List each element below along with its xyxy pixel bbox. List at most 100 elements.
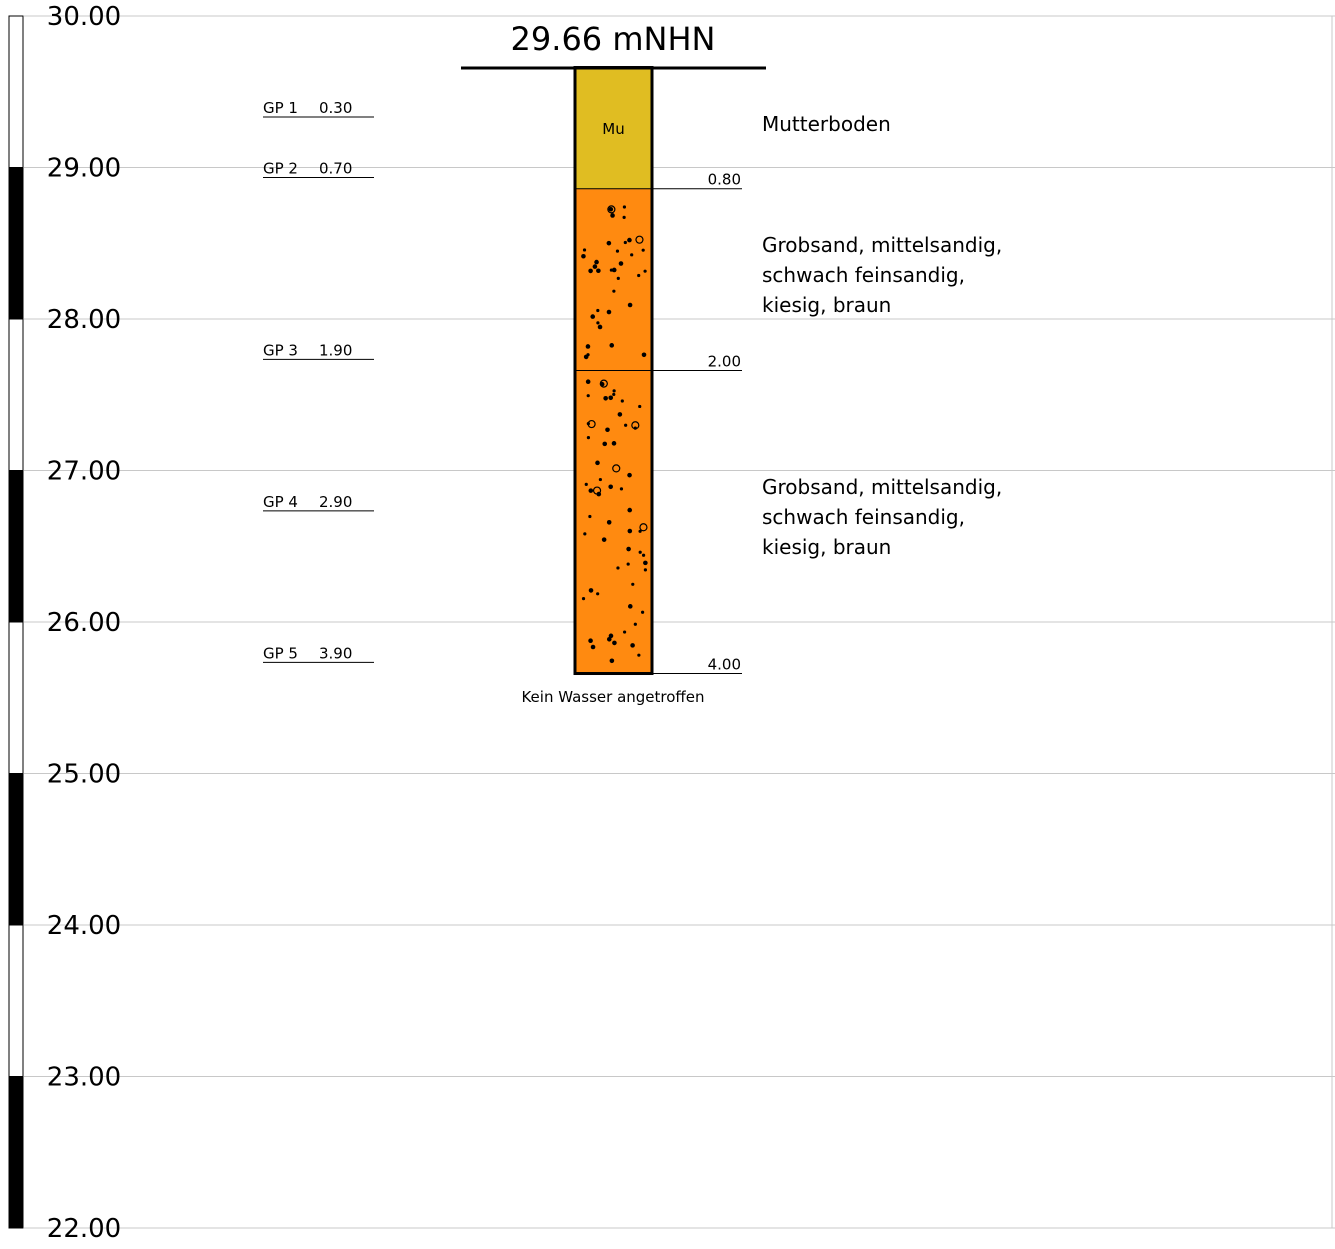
scale-segment [8, 15, 24, 168]
ground-elevation-title: 29.66 mNHN [511, 20, 716, 58]
sand-mark [643, 560, 648, 566]
sand-mark [586, 353, 590, 357]
elevation-label: 28.00 [47, 305, 121, 335]
soil-layer [575, 67, 652, 189]
sand-mark [623, 630, 627, 634]
sand-mark [585, 379, 591, 385]
sand-mark [641, 352, 647, 358]
sand-mark [596, 321, 600, 325]
sand-mark [590, 644, 596, 650]
layer-descriptions: Mutterboden Grobsand, mittelsandig, schwac… [762, 112, 1002, 559]
sand-mark [633, 426, 637, 430]
scale-segment [8, 773, 24, 926]
sand-mark [601, 537, 607, 542]
sand-mark [630, 643, 635, 648]
sand-mark [582, 248, 587, 252]
elevation-label: 25.00 [47, 760, 121, 790]
layer-description-line: kiesig, braun [762, 293, 891, 317]
gravel-mark [592, 486, 602, 495]
scale-segment [8, 318, 24, 471]
sand-mark [596, 268, 601, 274]
elevation-label: 30.00 [47, 2, 121, 32]
sand-mark [630, 253, 634, 257]
gravel-mark [612, 464, 621, 473]
sand-mark [606, 240, 612, 246]
sand-mark [620, 399, 624, 403]
sand-mark [643, 269, 647, 273]
sand-mark [590, 314, 596, 319]
sample-depth: 2.90 [319, 493, 352, 511]
sample-list: GP 1 0.30 GP 2 0.70 GP 3 1.90 GP 4 2.90 GP 5 3.90 [263, 99, 374, 663]
sand-mark [611, 267, 617, 273]
sand-mark [606, 520, 612, 525]
sand-mark [595, 460, 600, 466]
layer-description-line: Grobsand, mittelsandig, [762, 233, 1002, 257]
sand-mark [617, 412, 623, 417]
gravel-mark [639, 523, 648, 532]
layer-depth-labels: 0.80 2.00 4.00 [575, 171, 742, 675]
sand-mark [612, 389, 616, 393]
water-note: Kein Wasser angetroffen [521, 688, 704, 706]
soil-layer [575, 188, 652, 371]
sand-mark [609, 343, 615, 348]
sand-mark [583, 532, 587, 536]
layer-description-line: kiesig, braun [762, 535, 891, 559]
soil-column: Mu [573, 66, 654, 676]
sand-mark [631, 582, 635, 586]
sand-mark [585, 344, 591, 349]
sand-mark [626, 546, 631, 552]
sand-mark [641, 248, 645, 252]
sand-mark [586, 394, 590, 398]
soil-layer [575, 370, 652, 674]
sand-mark [615, 249, 620, 253]
sand-mark [622, 205, 627, 209]
sand-mark [609, 658, 615, 664]
scale-segment [8, 924, 24, 1077]
sample-depth: 0.70 [319, 160, 352, 178]
elevation-label: 26.00 [47, 608, 121, 638]
sand-mark [588, 488, 594, 493]
sample-depth: 0.30 [319, 99, 352, 117]
sand-mark [592, 264, 598, 269]
sand-mark [608, 395, 614, 401]
sand-mark [606, 636, 612, 642]
sand-mark [588, 514, 592, 519]
sand-mark [616, 276, 620, 280]
sand-mark [633, 622, 637, 626]
sand-mark [627, 302, 633, 308]
layer-code: Mu [602, 120, 624, 138]
sample-label: GP 3 [263, 341, 298, 359]
scale-segment [8, 470, 24, 623]
layer-depth-label: 0.80 [708, 171, 741, 189]
sand-mark [627, 507, 633, 513]
sand-mark [618, 261, 624, 266]
sand-mark [594, 259, 599, 265]
sand-mark [627, 604, 633, 609]
sand-mark [596, 308, 600, 313]
gravel-mark [607, 205, 616, 214]
scale-bar [8, 15, 24, 1229]
sand-mark [624, 423, 628, 427]
elevation-label: 29.00 [47, 154, 121, 184]
sand-mark [605, 427, 610, 433]
sand-mark [616, 566, 620, 570]
sand-mark [638, 404, 642, 409]
sample-depth: 1.90 [319, 341, 352, 359]
sand-mark [588, 638, 593, 644]
elevation-grid [24, 15, 1335, 1229]
sand-mark [588, 268, 593, 274]
sand-mark [608, 633, 614, 639]
layer-depth-label: 4.00 [708, 656, 741, 674]
elevation-label: 24.00 [47, 911, 121, 941]
sand-mark [626, 562, 630, 566]
sand-mark [598, 477, 602, 482]
sand-mark [637, 273, 641, 278]
sand-mark [602, 441, 608, 447]
sample-label: GP 2 [263, 160, 298, 178]
sand-mark [638, 550, 642, 554]
sand-mark [612, 640, 617, 646]
elevation-label: 23.00 [47, 1063, 121, 1093]
sand-mark [584, 482, 588, 486]
sand-mark [588, 588, 594, 593]
